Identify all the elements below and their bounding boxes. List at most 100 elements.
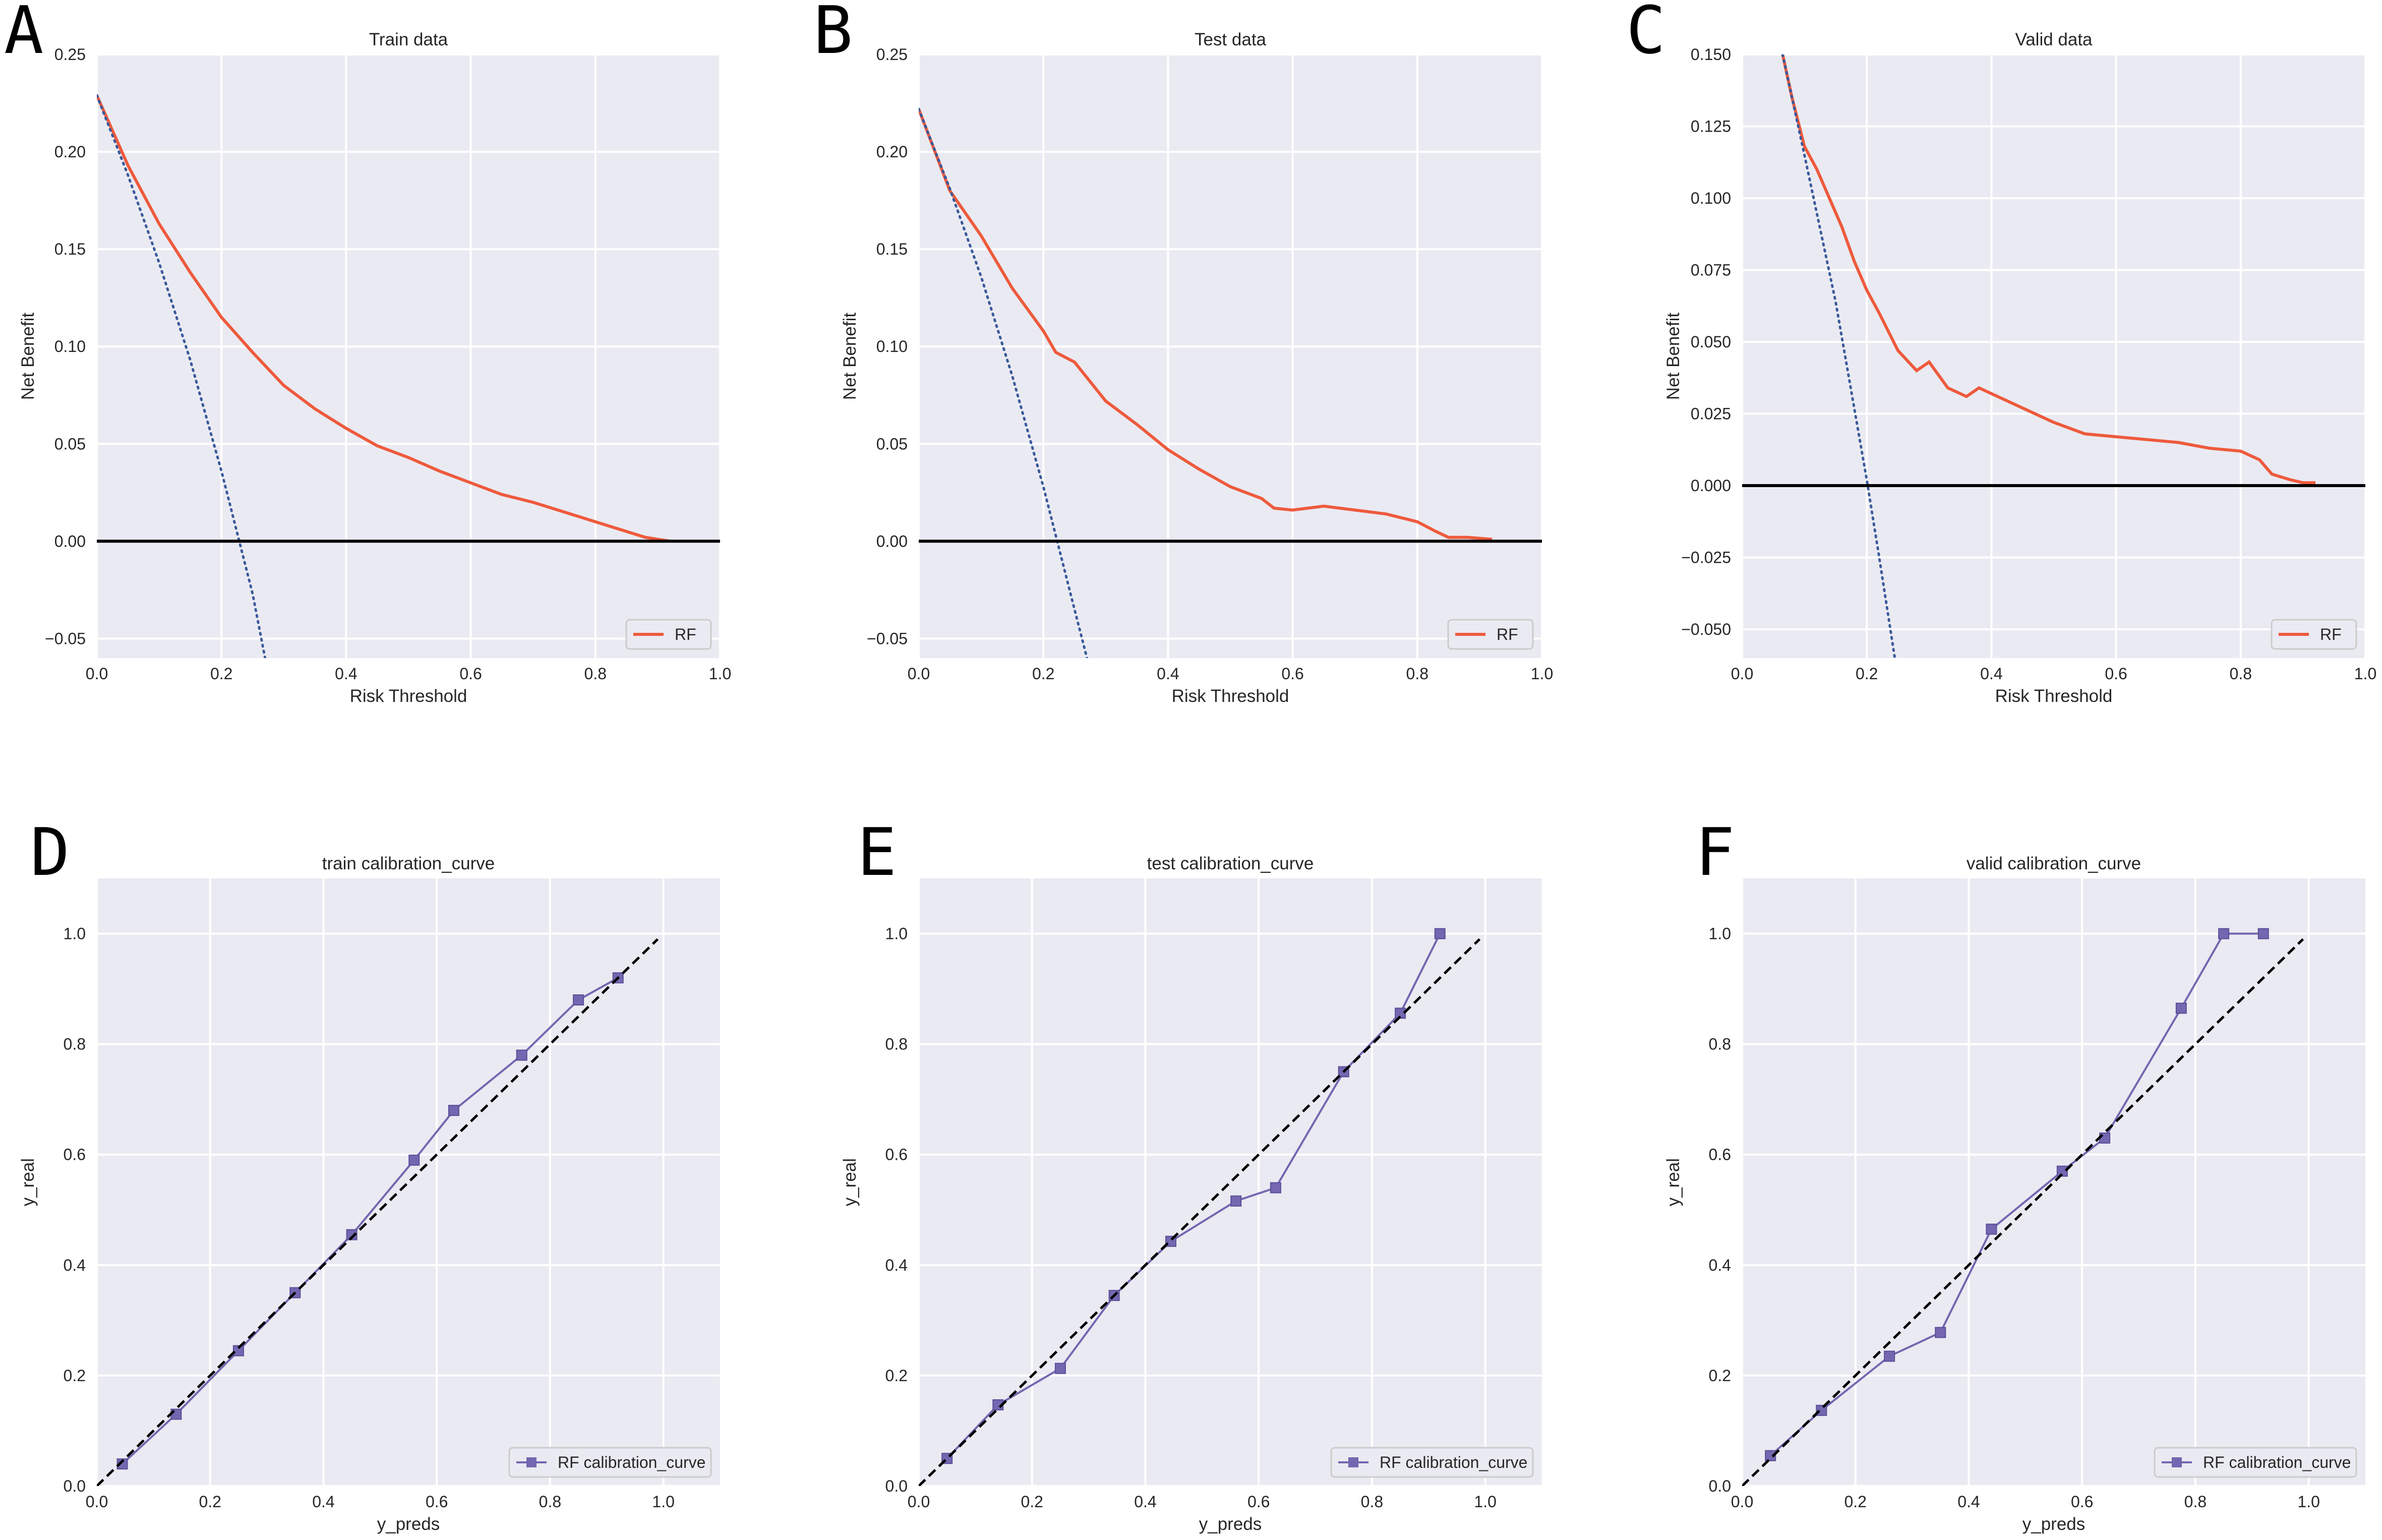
y-tick-label: 0.8 <box>1709 1035 1731 1053</box>
calibration-point <box>346 1229 358 1240</box>
panel-letter: D <box>30 814 70 891</box>
calibration-point <box>1765 1450 1776 1461</box>
legend-marker <box>526 1457 537 1467</box>
x-axis-label: Risk Threshold <box>350 686 467 706</box>
x-tick-label: 0.4 <box>1157 665 1179 683</box>
x-tick-label: 0.0 <box>1731 1493 1753 1511</box>
x-tick-label: 0.4 <box>1957 1493 1980 1511</box>
y-tick-label: 0.4 <box>64 1256 86 1274</box>
x-tick-label: 0.6 <box>1247 1493 1270 1511</box>
x-tick-label: 1.0 <box>1531 665 1553 683</box>
calibration-point <box>1054 1363 1066 1374</box>
y-tick-label: 0.10 <box>876 337 908 356</box>
legend-frame <box>508 1447 712 1478</box>
legend-frame <box>2154 1447 2357 1478</box>
y-tick-label: 1.0 <box>64 925 86 943</box>
calibration-point <box>232 1345 244 1356</box>
x-tick-label: 0.6 <box>459 665 482 683</box>
x-tick-label: 0.4 <box>1980 665 2002 683</box>
y-tick-label: 0.2 <box>885 1367 908 1385</box>
calibration-point <box>516 1049 527 1061</box>
x-tick-label: 1.0 <box>709 665 731 683</box>
y-tick-label: 0.100 <box>1691 189 1731 207</box>
y-tick-label: 0.25 <box>54 45 86 64</box>
chart-title: Valid data <box>2015 30 2093 49</box>
legend-marker <box>1348 1457 1358 1467</box>
legend-label: RF <box>1497 625 1518 643</box>
legend-label: RF <box>675 625 696 643</box>
y-tick-label: −0.025 <box>1681 549 1731 567</box>
rf-calibration-line <box>122 977 619 1465</box>
x-tick-label: 0.4 <box>312 1493 334 1511</box>
y-tick-label: 0.20 <box>54 143 86 161</box>
x-tick-label: 0.2 <box>199 1493 221 1511</box>
x-tick-label: 1.0 <box>1474 1493 1496 1511</box>
x-tick-label: 1.0 <box>2297 1493 2319 1511</box>
y-tick-label: 0.2 <box>1709 1367 1731 1385</box>
y-tick-label: 0.20 <box>876 143 908 161</box>
x-tick-label: 0.2 <box>1032 665 1054 683</box>
legend-label: RF calibration_curve <box>1380 1453 1527 1471</box>
treat-all-line <box>919 107 1089 658</box>
panel-f: 0.0 0.2 0.4 0.6 0.8 1.0 0.0 0.2 0.4 0.6 0.8 1.0 vali… <box>1663 814 2365 1534</box>
panel-c: 0.0 0.2 0.4 0.6 0.8 1.0 −0.050 −0.025 0.000 0.025… <box>1626 0 2376 706</box>
y-axis-label: y_real <box>18 1158 38 1206</box>
treat-all-line <box>1781 54 1896 658</box>
y-tick-label: 0.00 <box>876 532 908 550</box>
y-tick-label: 0.000 <box>1691 477 1731 495</box>
x-tick-label: 0.2 <box>210 665 232 683</box>
calibration-point <box>408 1154 420 1166</box>
y-tick-label: 0.4 <box>1709 1256 1731 1274</box>
calibration-point <box>1884 1350 1895 1362</box>
x-tick-label: 0.0 <box>1731 665 1753 683</box>
y-tick-label: 0.8 <box>64 1035 86 1053</box>
y-tick-label: 0.8 <box>885 1035 908 1053</box>
chart-title: test calibration_curve <box>1147 854 1314 873</box>
legend: RF <box>625 619 712 650</box>
panel-letter: B <box>813 0 853 69</box>
y-tick-label: 0.15 <box>876 240 908 258</box>
x-axis-label: y_preds <box>1199 1514 1262 1534</box>
y-tick-label: 0.6 <box>1709 1146 1731 1164</box>
y-tick-label: 0.6 <box>64 1146 86 1164</box>
rf-net-benefit-line <box>1781 54 2316 485</box>
legend-frame <box>1447 619 1534 650</box>
y-tick-label: −0.05 <box>45 629 86 647</box>
panel-d: 0.0 0.2 0.4 0.6 0.8 1.0 0.0 0.2 0.4 0.6 0.8 1.0 trai… <box>18 814 720 1534</box>
legend-label: RF <box>2320 625 2342 643</box>
x-tick-label: 0.6 <box>2071 1493 2093 1511</box>
legend-frame <box>1330 1447 1534 1478</box>
y-axis-label: Net Benefit <box>840 313 860 400</box>
y-tick-label: 1.0 <box>1709 925 1731 943</box>
plot-area <box>97 54 720 658</box>
x-tick-label: 0.6 <box>1281 665 1303 683</box>
y-tick-label: 0.150 <box>1691 45 1731 64</box>
x-tick-label: 0.8 <box>1361 1493 1383 1511</box>
y-tick-label: 0.15 <box>54 240 86 258</box>
x-tick-label: 0.4 <box>335 665 357 683</box>
calibration-point <box>2056 1165 2068 1177</box>
rf-net-benefit-line <box>97 94 671 543</box>
calibration-point <box>1986 1223 1997 1235</box>
calibration-point <box>2218 928 2230 939</box>
panel-b: 0.0 0.2 0.4 0.6 0.8 1.0 −0.05 0.00 0.05 0.10 0.15 0… <box>813 0 1553 706</box>
x-tick-label: 0.6 <box>426 1493 448 1511</box>
y-tick-label: 0.0 <box>885 1477 908 1495</box>
legend-label: RF calibration_curve <box>2203 1453 2351 1471</box>
treat-all-line <box>97 94 267 658</box>
plot-area <box>919 54 1542 658</box>
legend-frame <box>625 619 712 650</box>
legend: RF <box>2271 619 2357 650</box>
x-tick-label: 0.0 <box>86 665 108 683</box>
x-tick-label: 0.8 <box>1406 665 1428 683</box>
calibration-point <box>1935 1327 1946 1338</box>
legend: RF calibration_curve <box>508 1447 712 1478</box>
series-layer <box>919 928 1481 1486</box>
x-tick-label: 0.0 <box>908 1493 930 1511</box>
x-tick-label: 0.2 <box>1021 1493 1043 1511</box>
x-axis-label: Risk Threshold <box>1172 686 1289 706</box>
y-tick-label: 0.025 <box>1691 405 1731 423</box>
series-layer <box>919 107 1542 658</box>
y-tick-label: 0.10 <box>54 337 86 356</box>
